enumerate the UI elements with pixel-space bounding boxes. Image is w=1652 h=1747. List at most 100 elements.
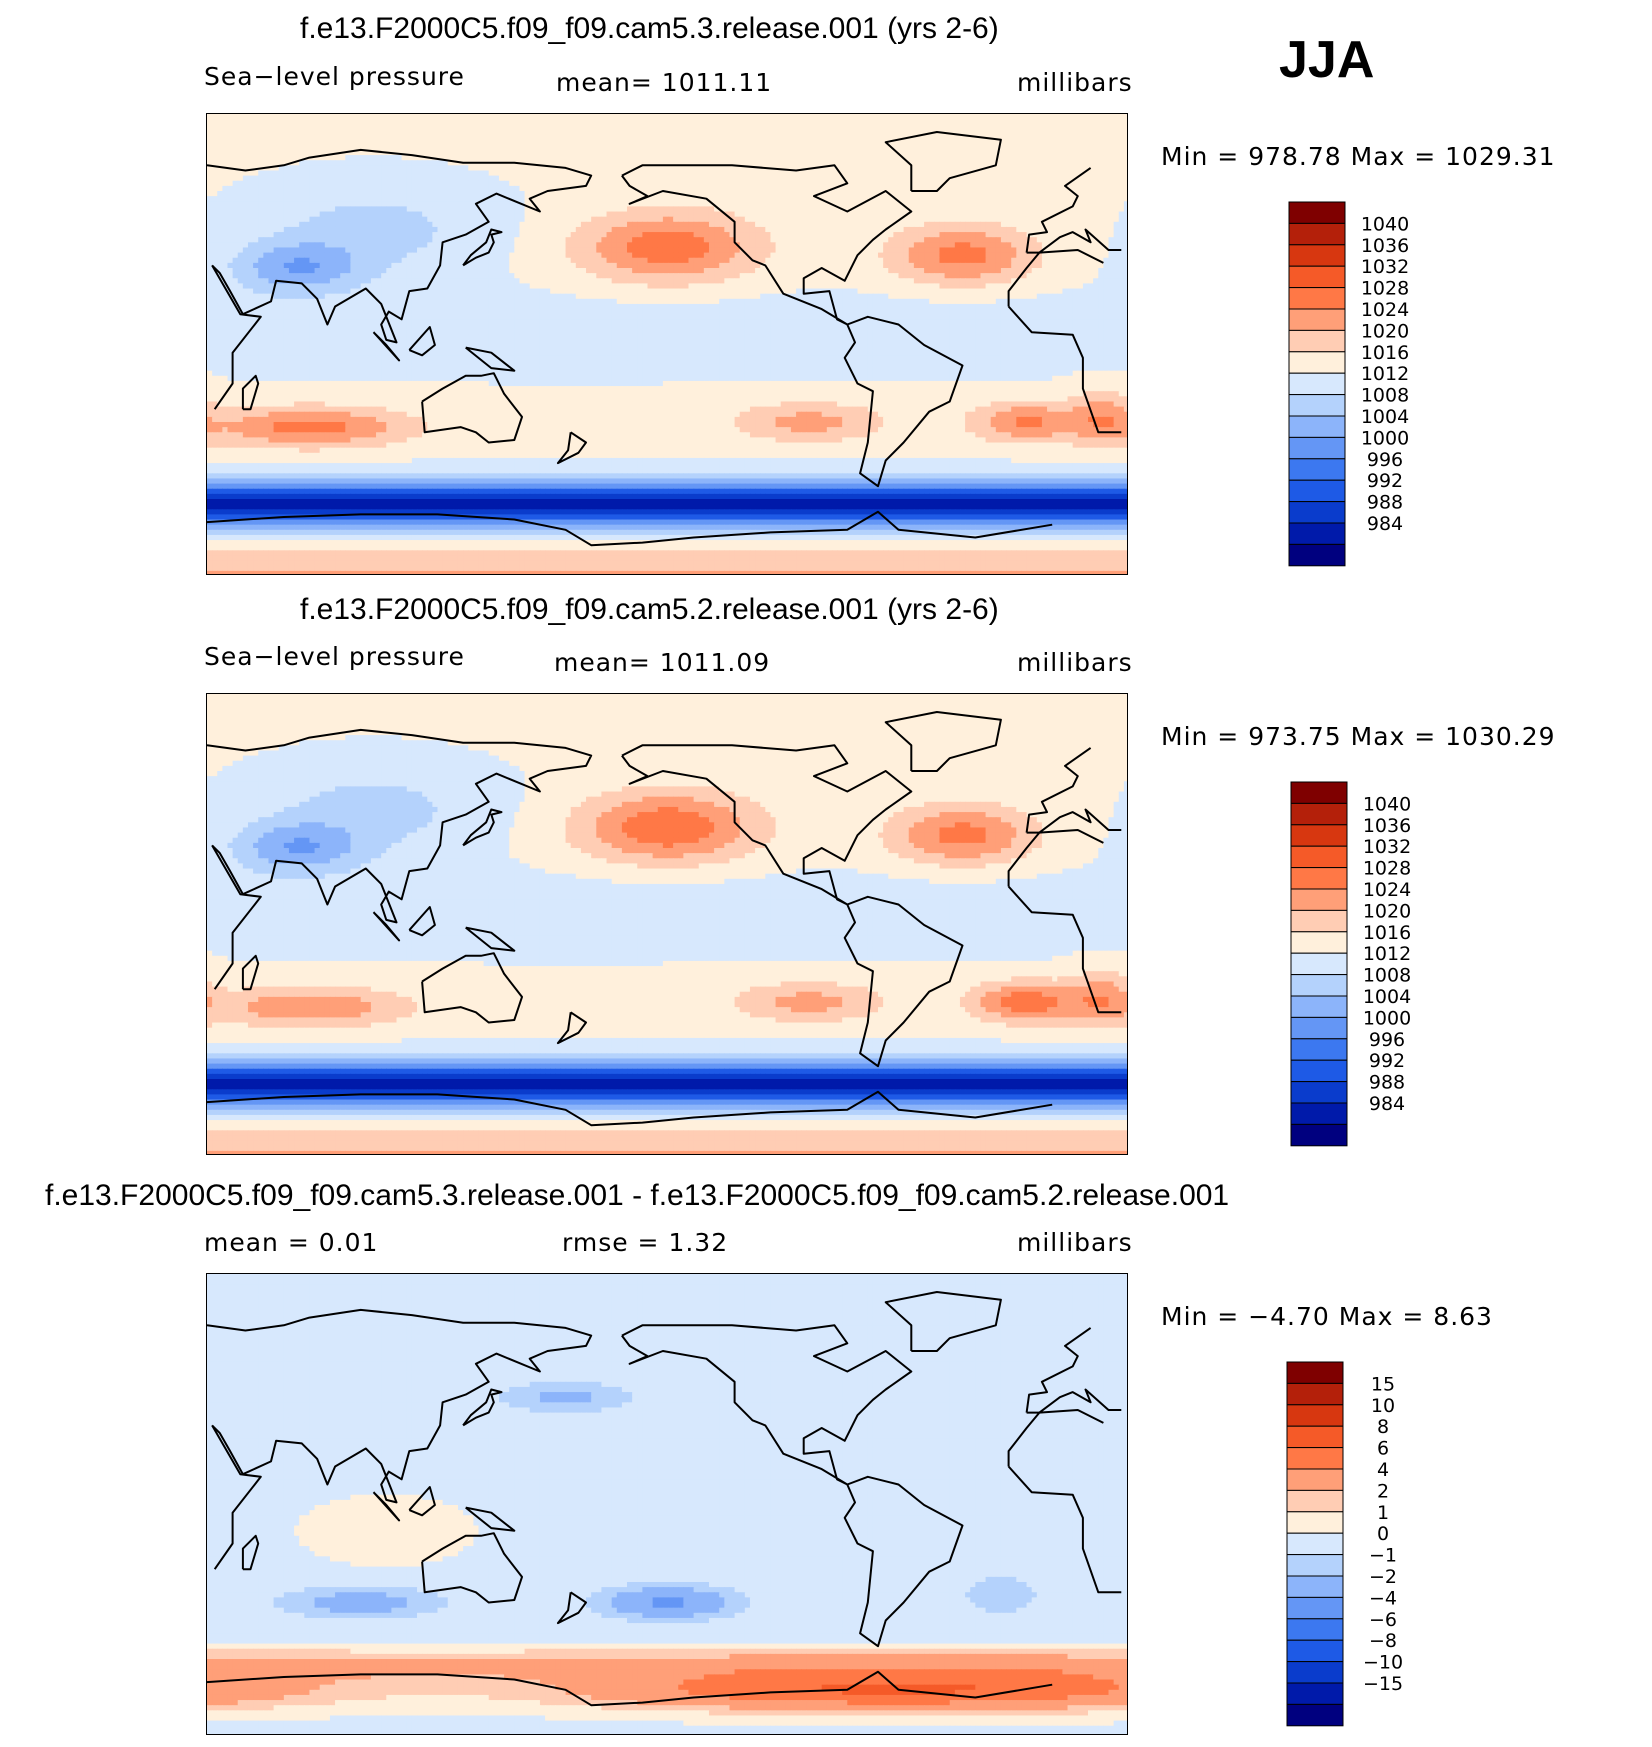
field-cell xyxy=(288,129,295,136)
field-cell xyxy=(207,119,213,125)
field-cell xyxy=(401,129,408,136)
field-cell xyxy=(760,134,766,141)
field-cell xyxy=(934,191,941,197)
field-cell xyxy=(785,129,792,136)
field-cell xyxy=(258,160,264,166)
field-cell xyxy=(934,180,941,187)
field-cell xyxy=(744,226,751,233)
field-cell xyxy=(673,175,679,182)
field-cell xyxy=(1062,155,1069,161)
field-cell xyxy=(391,201,398,207)
field-cell xyxy=(765,221,772,228)
field-cell xyxy=(207,252,213,259)
field-cell xyxy=(591,124,597,130)
field-cell xyxy=(918,124,925,130)
field-cell xyxy=(586,191,592,197)
field-cell xyxy=(698,119,705,125)
field-cell xyxy=(452,170,459,177)
field-cell xyxy=(411,134,418,141)
field-cell xyxy=(560,242,567,249)
field-cell xyxy=(478,175,485,182)
field-cell xyxy=(1072,149,1079,156)
field-cell xyxy=(340,170,346,177)
field-cell xyxy=(1021,226,1028,233)
field-cell xyxy=(821,191,828,197)
field-cell xyxy=(990,247,997,254)
field-cell xyxy=(350,226,357,233)
field-cell xyxy=(488,144,495,151)
field-cell xyxy=(898,165,905,172)
field-cell xyxy=(365,252,372,259)
field-cell xyxy=(483,180,490,187)
field-cell xyxy=(580,134,587,141)
field-cell xyxy=(247,144,254,151)
field-cell xyxy=(601,149,608,156)
field-cell xyxy=(657,185,664,192)
field-cell xyxy=(852,226,859,233)
field-cell xyxy=(539,134,546,141)
field-cell xyxy=(268,232,275,238)
field-cell xyxy=(329,206,336,213)
field-cell xyxy=(1088,155,1094,161)
field-cell xyxy=(637,165,643,172)
field-cell xyxy=(616,180,623,187)
field-cell xyxy=(647,221,654,228)
field-cell xyxy=(340,160,346,166)
field-cell xyxy=(555,221,562,228)
field-cell xyxy=(949,180,956,187)
field-cell xyxy=(345,232,352,238)
field-cell xyxy=(376,165,382,172)
field-cell xyxy=(652,119,659,125)
field-cell xyxy=(217,175,223,182)
field-cell xyxy=(739,165,746,172)
field-cell xyxy=(242,144,249,151)
field-cell xyxy=(365,144,372,151)
field-cell xyxy=(755,201,761,207)
field-cell xyxy=(775,232,782,238)
field-cell xyxy=(488,155,495,161)
field-cell xyxy=(965,155,971,161)
field-cell xyxy=(360,124,367,130)
field-cell xyxy=(242,242,249,249)
field-cell xyxy=(1026,201,1033,207)
field-cell xyxy=(596,134,603,141)
field-cell xyxy=(1006,206,1012,213)
field-cell xyxy=(1016,160,1023,166)
field-cell xyxy=(1093,226,1099,233)
field-cell xyxy=(826,237,833,243)
field-cell xyxy=(673,196,679,202)
field-cell xyxy=(647,170,654,177)
field-cell xyxy=(1113,124,1120,130)
field-cell xyxy=(606,221,613,228)
field-cell xyxy=(755,114,761,120)
field-cell xyxy=(970,237,976,243)
field-cell xyxy=(898,206,905,213)
field-cell xyxy=(1113,216,1120,223)
field-cell xyxy=(811,191,818,197)
field-cell xyxy=(514,134,521,141)
field-cell xyxy=(524,242,531,249)
field-cell xyxy=(1031,237,1038,243)
field-cell xyxy=(586,160,592,166)
field-cell xyxy=(309,134,316,141)
field-cell xyxy=(995,226,1002,233)
field-cell xyxy=(1021,206,1028,213)
field-cell xyxy=(1088,129,1094,136)
field-cell xyxy=(878,144,884,151)
field-cell xyxy=(396,170,403,177)
field-cell xyxy=(954,165,961,172)
field-cell xyxy=(1123,160,1127,166)
field-cell xyxy=(842,114,848,120)
field-cell xyxy=(913,201,920,207)
field-cell xyxy=(242,155,249,161)
field-cell xyxy=(837,165,843,172)
field-cell xyxy=(1072,226,1079,233)
field-cell xyxy=(422,175,428,182)
field-cell xyxy=(268,247,275,254)
field-cell xyxy=(355,124,362,130)
field-cell xyxy=(335,160,341,166)
field-cell xyxy=(662,129,669,136)
field-cell xyxy=(719,196,725,202)
field-cell xyxy=(263,170,270,177)
field-cell xyxy=(1062,226,1069,233)
